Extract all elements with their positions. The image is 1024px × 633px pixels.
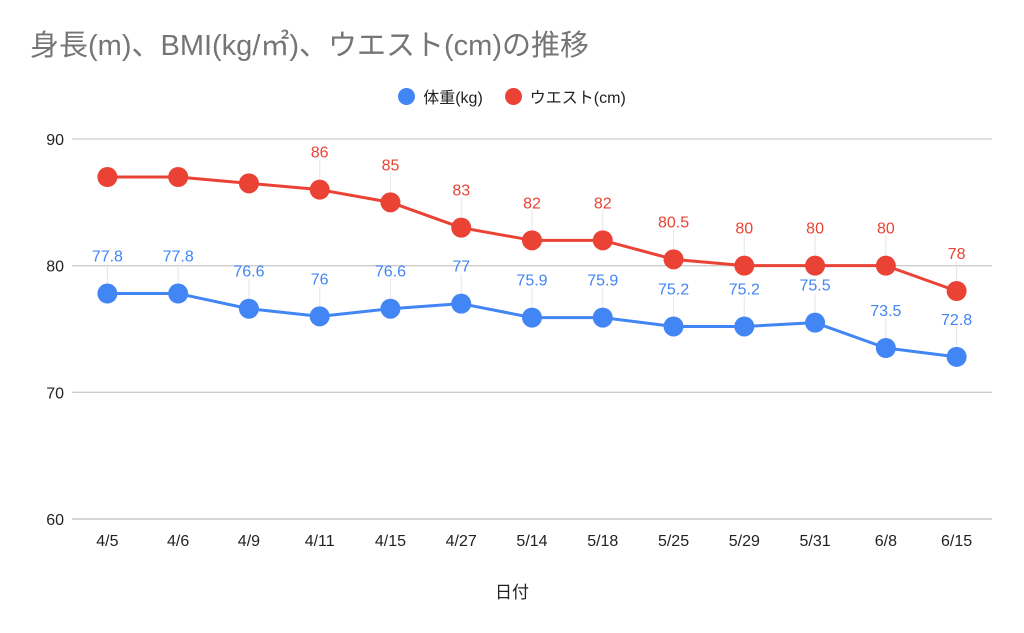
data-point[interactable] [663,249,684,270]
data-point[interactable] [238,298,259,319]
y-tick-label: 70 [46,385,64,402]
legend-marker-weight [398,87,416,105]
x-tick-label: 6/8 [875,533,897,550]
x-tick-label: 4/6 [167,533,189,550]
x-tick-label: 5/29 [729,533,760,550]
data-point[interactable] [875,338,896,358]
data-label: 72.8 [941,312,972,329]
data-point[interactable] [663,316,684,337]
x-tick-label: 4/5 [96,533,118,550]
data-point[interactable] [875,255,896,276]
legend-label-weight: 体重(kg) [423,90,483,107]
data-label: 78 [948,246,966,263]
data-point[interactable] [522,230,542,251]
data-point[interactable] [805,255,826,276]
x-tick-label: 5/31 [800,533,831,550]
data-label: 77 [452,259,470,276]
data-point[interactable] [168,167,189,187]
x-tick-label: 5/18 [587,533,618,550]
data-label: 75.5 [800,278,831,295]
y-tick-label: 90 [46,132,64,149]
data-label: 82 [523,195,541,212]
data-point[interactable] [946,346,967,367]
data-point[interactable] [97,283,118,304]
x-tick-label: 4/15 [375,533,406,550]
data-label: 75.9 [587,273,618,290]
data-label: 75.9 [516,273,547,290]
data-label: 75.2 [658,281,689,298]
data-point[interactable] [309,179,330,200]
legend-item-weight[interactable]: 体重(kg) [398,84,483,108]
legend-label-waist: ウエスト(cm) [529,90,626,107]
legend-marker-waist [504,87,522,105]
x-tick-label: 4/27 [446,533,477,550]
data-label: 80.5 [658,214,689,231]
x-tick-label: 6/15 [941,533,972,550]
data-label: 80 [877,221,895,238]
x-tick-label: 4/9 [238,533,260,550]
data-label: 76.6 [233,264,264,281]
data-point[interactable] [380,298,401,319]
data-label: 77.8 [163,249,194,266]
data-label: 73.5 [870,303,901,320]
data-label: 76.6 [375,264,406,281]
data-point[interactable] [734,255,755,276]
legend: 体重(kg) ウエスト(cm) [0,84,1024,108]
data-point[interactable] [451,293,472,314]
data-point[interactable] [734,316,755,337]
y-tick-label: 80 [46,259,64,276]
x-axis-label: 日付 [495,583,529,602]
data-label: 80 [735,221,753,238]
x-tick-label: 4/11 [305,533,335,550]
data-point[interactable] [946,281,967,301]
data-point[interactable] [592,307,613,328]
data-point[interactable] [805,312,826,333]
data-point[interactable] [592,230,613,251]
data-label: 75.2 [729,281,760,298]
y-tick-label: 60 [46,512,64,529]
data-point[interactable] [238,173,259,194]
x-tick-label: 5/14 [516,533,547,550]
data-point[interactable] [97,167,118,187]
data-point[interactable] [309,306,330,327]
data-label: 76 [311,271,329,288]
x-tick-label: 5/25 [658,533,689,550]
data-label: 86 [311,145,329,162]
data-label: 85 [382,157,400,174]
data-label: 82 [594,195,612,212]
data-point[interactable] [168,283,189,304]
data-point[interactable] [380,192,401,213]
data-label: 80 [806,221,824,238]
data-point[interactable] [451,217,472,238]
data-label: 77.8 [92,249,123,266]
legend-item-waist[interactable]: ウエスト(cm) [504,84,626,108]
data-point[interactable] [522,307,542,328]
data-label: 83 [452,183,470,200]
chart-title: 身長(m)、BMI(kg/㎡)、ウエスト(cm)の推移 [30,30,590,62]
